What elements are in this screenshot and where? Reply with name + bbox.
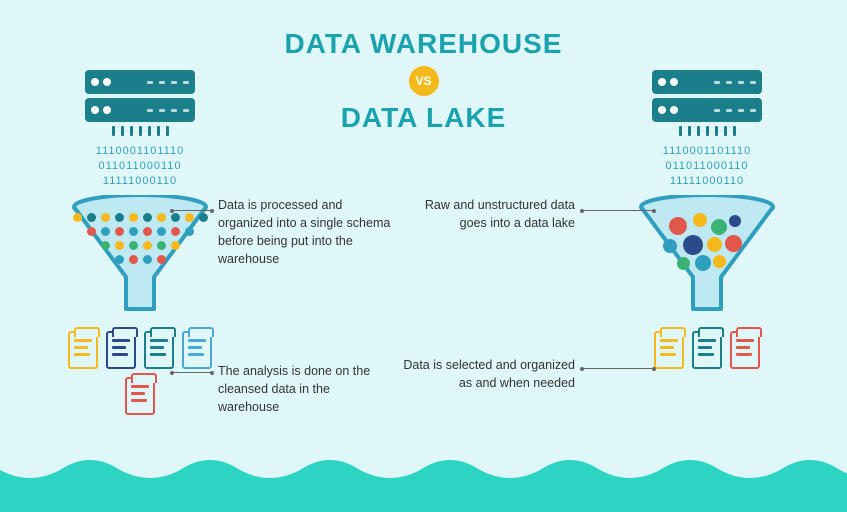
fanout-icon [617,126,797,136]
funnel-warehouse [70,195,210,315]
doc-icon [125,377,155,415]
server-icon [85,70,195,122]
warehouse-desc-2: The analysis is done on the cleansed dat… [218,362,393,416]
binary-text: 111000110111001101100011011111000110 [617,144,797,189]
doc-icon [654,331,684,369]
vs-badge: VS [409,66,439,96]
docs-lake [617,331,797,369]
warehouse-column: 111000110111001101100011011111000110 [50,70,230,415]
lake-desc-2: Data is selected and organized as and wh… [400,356,575,392]
server-icon [652,70,762,122]
organized-dots [70,213,210,264]
lake-column: 111000110111001101100011011111000110 [617,70,797,369]
wave-footer [0,442,847,512]
doc-icon [692,331,722,369]
binary-text: 111000110111001101100011011111000110 [50,144,230,189]
doc-icon [144,331,174,369]
raw-blobs [659,209,755,279]
doc-icon [730,331,760,369]
doc-icon [182,331,212,369]
doc-icon [68,331,98,369]
fanout-icon [50,126,230,136]
title-line1: DATA WAREHOUSE [0,28,847,60]
lake-desc-1: Raw and unstructured data goes into a da… [400,196,575,232]
funnel-lake [637,195,777,315]
warehouse-desc-1: Data is processed and organized into a s… [218,196,393,269]
doc-icon [106,331,136,369]
